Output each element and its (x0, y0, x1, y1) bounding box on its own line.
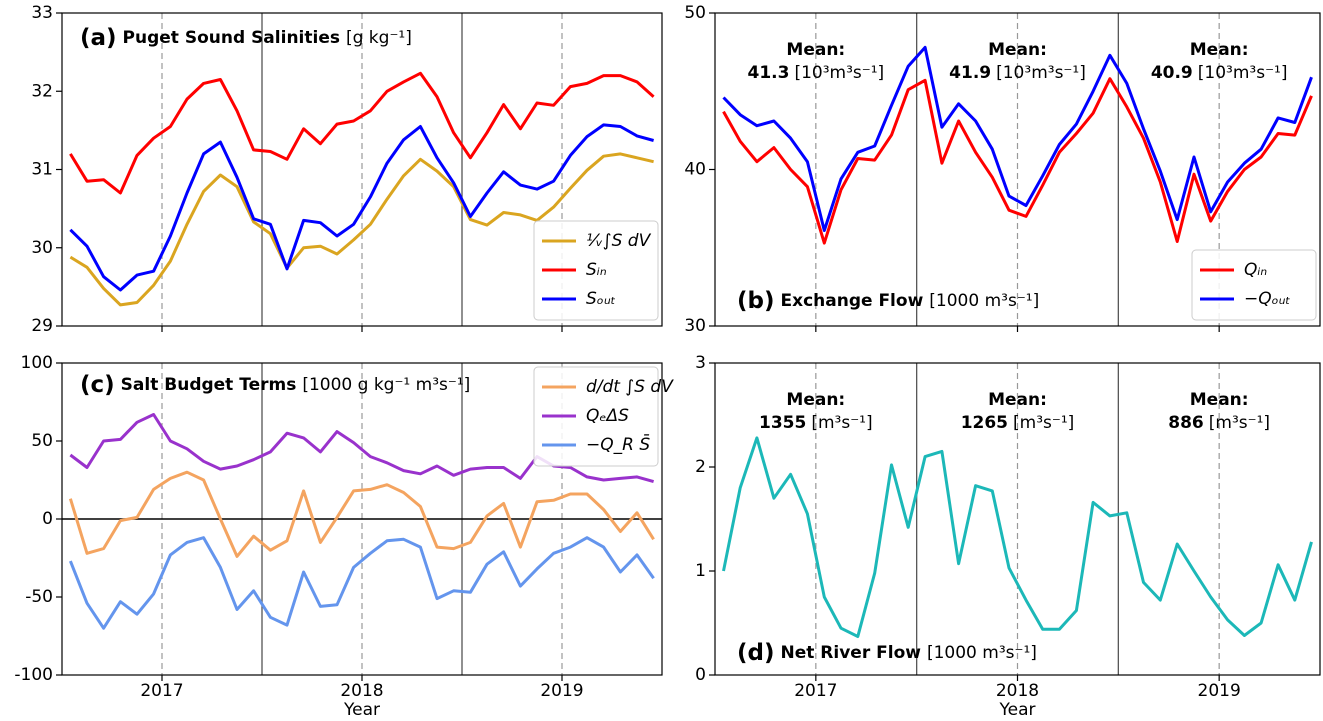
annotation-unit: [m³s⁻¹] (1209, 413, 1270, 433)
panel-title: (d) Net River Flow [1000 m³s⁻¹] (737, 640, 1037, 666)
x-tick-label: 2019 (540, 681, 583, 701)
legend-label: QₑΔS (586, 406, 629, 426)
panel-label: (b) (737, 288, 775, 314)
y-tick-label: 40 (684, 160, 706, 180)
series-line (69, 536, 655, 630)
legend-box (533, 220, 659, 321)
annotation-number: 41.9 (949, 63, 991, 83)
y-tick-label: 2 (695, 457, 706, 477)
legend-box (1191, 249, 1317, 321)
x-tick-label: 2018 (996, 681, 1039, 701)
title-text: Exchange Flow (781, 291, 924, 311)
panel-label: (a) (80, 25, 117, 51)
legend-label: −Q_R S̄ (586, 433, 650, 455)
panel-label: (c) (80, 372, 115, 398)
y-tick-label: -50 (25, 587, 53, 607)
annotation-value: 1265 [m³s⁻¹] (961, 413, 1075, 433)
annotation-unit: [10³m³s⁻¹] (996, 63, 1086, 83)
series-line (69, 71, 655, 195)
annotation-number: 886 (1168, 413, 1204, 433)
annotation-value: 41.9 [10³m³s⁻¹] (949, 63, 1086, 83)
panel-title: (c) Salt Budget Terms [1000 g kg⁻¹ m³s⁻¹] (80, 372, 470, 398)
title-text: Puget Sound Salinities (123, 28, 340, 48)
x-axis-label: Year (999, 700, 1036, 720)
x-tick-label: 2017 (794, 681, 837, 701)
annotation-unit: [m³s⁻¹] (1013, 413, 1074, 433)
annotation-value: 41.3 [10³m³s⁻¹] (747, 63, 884, 83)
y-tick-label: 3 (695, 353, 706, 373)
y-tick-label: 100 (21, 353, 53, 373)
series-line (69, 152, 654, 307)
annotation-label: Mean: (1190, 390, 1249, 410)
x-tick-label: 2018 (340, 681, 383, 701)
annotation-number: 1355 (759, 413, 806, 433)
y-tick-label: 29 (31, 316, 53, 336)
series-line (722, 77, 1313, 245)
plot-frame (714, 362, 1321, 676)
legend-label: −Qₒᵤₜ (1244, 289, 1291, 309)
panel-label: (d) (737, 640, 775, 666)
annotation-unit: [10³m³s⁻¹] (794, 63, 884, 83)
annotation-label: Mean: (988, 390, 1047, 410)
y-tick-label: 33 (31, 3, 53, 23)
legend-label: Qᵢₙ (1244, 260, 1267, 280)
title-units: [1000 g kg⁻¹ m³s⁻¹] (302, 375, 470, 395)
series-line (722, 45, 1313, 232)
y-tick-label: 50 (31, 431, 53, 451)
annotation-label: Mean: (786, 40, 845, 60)
annotation-unit: [m³s⁻¹] (811, 413, 872, 433)
series-line (68, 470, 655, 558)
y-tick-label: 30 (31, 238, 53, 258)
annotation-number: 40.9 (1151, 63, 1193, 83)
y-tick-label: 30 (684, 316, 706, 336)
y-tick-label: 0 (42, 509, 53, 529)
y-tick-label: 31 (31, 160, 53, 180)
y-tick-label: 0 (695, 665, 706, 685)
annotation-unit: [10³m³s⁻¹] (1198, 63, 1288, 83)
annotation-label: Mean: (988, 40, 1047, 60)
x-tick-label: 2017 (140, 681, 183, 701)
title-units: [1000 m³s⁻¹] (929, 291, 1039, 311)
y-tick-label: 50 (684, 3, 706, 23)
title-text: Salt Budget Terms (121, 375, 297, 395)
panel-title: (b) Exchange Flow [1000 m³s⁻¹] (737, 288, 1039, 314)
x-tick-label: 2019 (1198, 681, 1241, 701)
title-text: Net River Flow (781, 643, 922, 663)
legend-label: ¹⁄ᵥ∫S dV (586, 231, 652, 251)
annotation-label: Mean: (1190, 40, 1249, 60)
legend-label: Sᵢₙ (586, 260, 607, 280)
annotation-number: 1265 (961, 413, 1008, 433)
x-axis-label: Year (343, 700, 380, 720)
panel-title: (a) Puget Sound Salinities [g kg⁻¹] (80, 25, 412, 51)
y-tick-label: 1 (695, 561, 706, 581)
y-tick-label: -100 (14, 665, 53, 685)
legend-box (533, 366, 659, 467)
y-tick-label: 32 (31, 81, 53, 101)
plot-frame (61, 362, 663, 676)
series-line (69, 123, 655, 292)
plot-frame (61, 12, 663, 327)
title-units: [1000 m³s⁻¹] (927, 643, 1037, 663)
annotation-value: 1355 [m³s⁻¹] (759, 413, 873, 433)
annotation-number: 41.3 (747, 63, 789, 83)
legend-label: d/dt ∫S dV (586, 377, 674, 397)
annotation-value: 40.9 [10³m³s⁻¹] (1151, 63, 1288, 83)
annotation-label: Mean: (786, 390, 845, 410)
plot-frame (714, 12, 1321, 327)
series-line (722, 436, 1313, 638)
title-units: [g kg⁻¹] (346, 28, 412, 48)
legend-label: Sₒᵤₜ (586, 289, 616, 309)
annotation-value: 886 [m³s⁻¹] (1168, 413, 1270, 433)
